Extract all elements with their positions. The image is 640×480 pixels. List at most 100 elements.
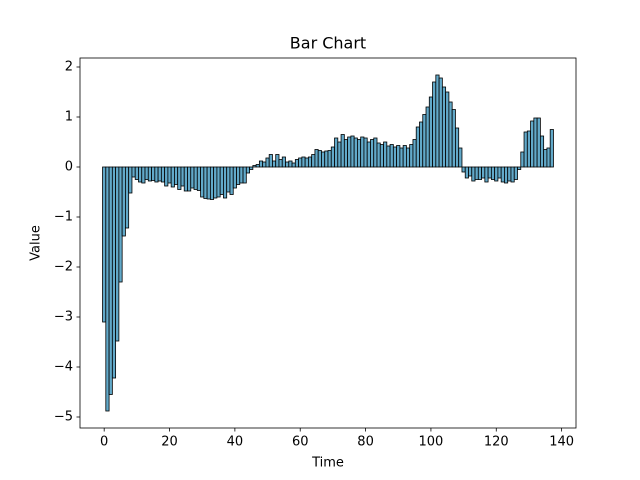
bar <box>494 166 499 182</box>
bar <box>539 135 545 168</box>
bar <box>245 166 250 174</box>
bar <box>347 136 352 168</box>
bar <box>428 96 433 168</box>
bar <box>471 166 476 182</box>
bar <box>105 166 110 412</box>
x-tick-label: 20 <box>161 435 178 450</box>
plot-frame <box>79 57 577 429</box>
bar <box>549 129 554 168</box>
bar <box>223 166 228 199</box>
chart-title: Bar Chart <box>290 34 366 53</box>
bar <box>242 166 247 184</box>
bar <box>481 166 486 179</box>
bar <box>536 117 541 168</box>
bar <box>412 139 417 168</box>
bar <box>236 166 241 185</box>
bar <box>216 166 221 198</box>
bar <box>435 74 440 168</box>
bar <box>255 164 260 168</box>
bar <box>396 145 401 168</box>
bar <box>415 126 420 168</box>
bar <box>196 166 201 191</box>
bar <box>520 151 525 168</box>
bar <box>144 166 149 180</box>
bar <box>474 166 479 180</box>
bar <box>343 139 349 168</box>
bar <box>288 160 293 168</box>
y-tick-label: −5 <box>54 410 73 425</box>
bar <box>517 166 522 170</box>
bar <box>317 150 322 168</box>
bar <box>441 86 447 168</box>
bar <box>543 149 548 168</box>
bar <box>151 166 156 181</box>
bar <box>102 166 107 323</box>
bar <box>370 139 375 168</box>
bar <box>262 161 267 168</box>
bar <box>350 135 355 168</box>
x-tick-label: 100 <box>419 435 444 450</box>
bar <box>239 166 244 184</box>
bar <box>406 147 411 168</box>
bar <box>546 147 551 168</box>
x-tick-label: 80 <box>357 435 374 450</box>
bar <box>193 166 198 190</box>
x-tick-label: 140 <box>549 435 574 450</box>
bar <box>115 166 120 342</box>
bar <box>278 159 283 168</box>
bar <box>219 166 224 195</box>
bar <box>183 166 188 192</box>
bar <box>167 166 172 184</box>
bar <box>360 136 365 168</box>
bar <box>141 166 146 184</box>
bar <box>438 77 443 168</box>
bar <box>376 142 381 168</box>
bar <box>468 166 473 177</box>
bar <box>507 166 512 182</box>
bar <box>249 166 254 170</box>
bar <box>448 101 453 168</box>
bar <box>213 166 218 199</box>
bar <box>353 137 358 168</box>
bar <box>330 146 335 168</box>
bar <box>422 114 427 168</box>
x-tick-label: 0 <box>100 435 108 450</box>
bar <box>157 166 162 182</box>
bar <box>160 166 166 183</box>
bar <box>383 141 388 168</box>
bar <box>265 157 270 168</box>
bar <box>432 81 437 168</box>
bar <box>258 160 264 168</box>
bar <box>455 127 460 168</box>
bar <box>111 166 117 379</box>
bar <box>147 166 152 182</box>
bar <box>281 156 286 168</box>
bar <box>451 109 456 168</box>
bar <box>314 149 319 168</box>
bar <box>490 166 496 180</box>
bar <box>291 162 296 168</box>
bar <box>321 151 326 168</box>
bar <box>389 144 394 168</box>
bar <box>190 166 195 189</box>
bar <box>497 166 502 179</box>
y-tick-label: −1 <box>54 210 73 225</box>
bar <box>232 166 237 189</box>
bar <box>334 137 339 168</box>
bar <box>487 166 492 179</box>
bar <box>200 166 205 198</box>
bar <box>464 166 469 179</box>
bar <box>252 165 257 168</box>
bar <box>526 130 531 168</box>
bar <box>301 156 306 168</box>
bar <box>164 166 169 187</box>
bar <box>154 166 159 183</box>
bar <box>533 117 538 168</box>
bar <box>419 121 424 168</box>
bar <box>409 144 414 168</box>
bar <box>500 166 505 183</box>
y-tick-label: −2 <box>54 260 73 275</box>
